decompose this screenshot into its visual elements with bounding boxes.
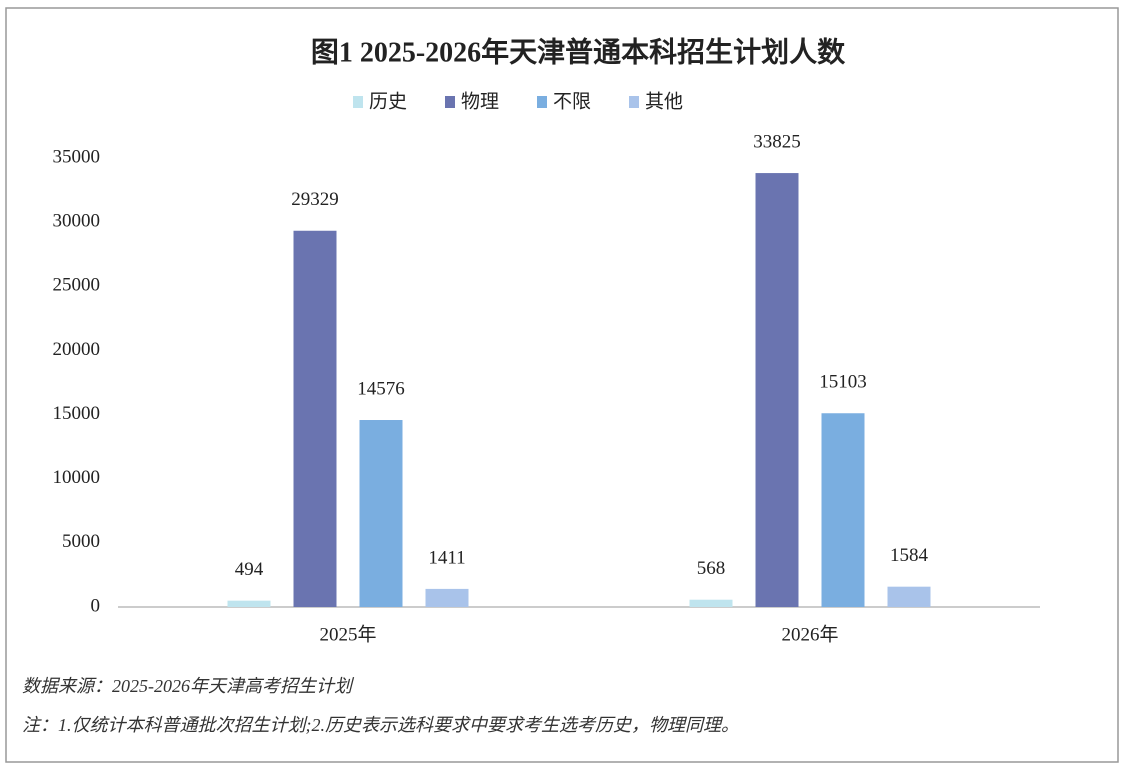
legend-swatch: [537, 96, 547, 108]
legend-label: 不限: [553, 90, 591, 112]
y-tick-label: 5000: [62, 531, 100, 552]
value-label: 15103: [819, 372, 867, 393]
chart-title: 图1 2025-2026年天津普通本科招生计划人数: [311, 35, 846, 68]
legend-label: 历史: [369, 90, 407, 112]
x-tick-label: 2025年: [319, 623, 376, 645]
bar: [227, 600, 271, 607]
y-tick-label: 35000: [53, 146, 101, 167]
bar: [887, 586, 931, 607]
legend-label: 物理: [461, 90, 499, 112]
legend-swatch: [353, 96, 363, 108]
legend-label: 其他: [645, 90, 683, 112]
source: 数据来源：2025-2026年天津高考招生计划: [22, 676, 355, 696]
value-label: 568: [697, 558, 726, 579]
value-label: 14576: [357, 378, 405, 399]
note: 注：1.仅统计本科普通批次招生计划;2.历史表示选科要求中要求考生选考历史，物理…: [22, 715, 739, 735]
y-tick-label: 0: [91, 595, 101, 616]
value-label: 494: [235, 559, 264, 580]
x-tick-label: 2026年: [781, 623, 838, 645]
y-tick-label: 25000: [53, 275, 101, 296]
y-tick-label: 20000: [53, 339, 101, 360]
value-label: 29329: [291, 189, 339, 210]
legend-swatch: [629, 96, 639, 108]
bar: [689, 599, 733, 607]
value-label: 1584: [890, 545, 929, 566]
frame: [5, 7, 1119, 763]
bar: [293, 230, 337, 607]
y-tick-label: 10000: [53, 467, 101, 488]
bar: [425, 588, 469, 607]
bar: [821, 413, 865, 607]
bar: [359, 420, 403, 607]
value-label: 1411: [428, 547, 465, 568]
y-tick-label: 30000: [53, 211, 101, 232]
y-tick-label: 15000: [53, 403, 101, 424]
legend-swatch: [445, 96, 455, 108]
value-label: 33825: [753, 131, 801, 152]
bar: [755, 173, 799, 607]
